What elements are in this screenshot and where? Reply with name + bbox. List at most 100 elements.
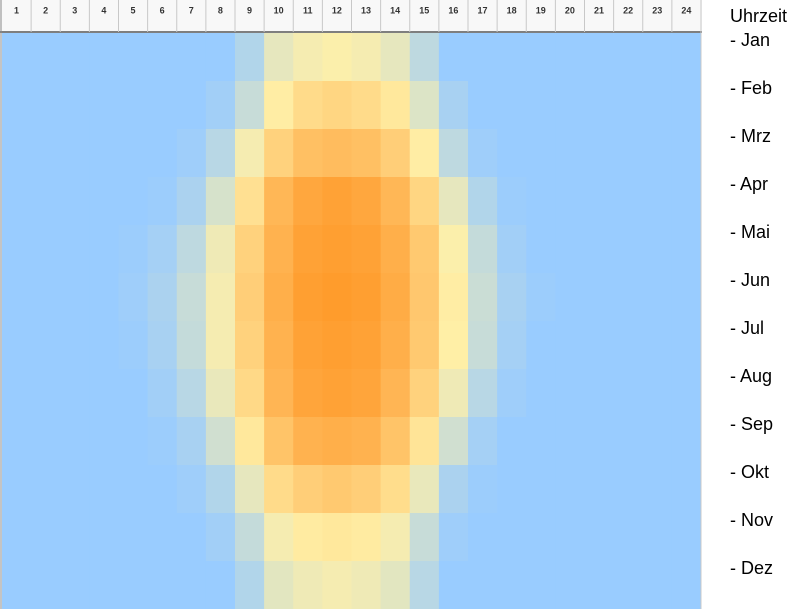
column-header: 15 (419, 5, 429, 15)
heat-cell (2, 81, 32, 130)
heat-cell (438, 273, 469, 322)
heat-cell (468, 273, 498, 322)
heat-cell (438, 81, 469, 130)
heat-cell (31, 81, 61, 130)
heat-cell (2, 225, 32, 274)
heat-cell (584, 561, 615, 609)
heat-cell (176, 273, 207, 322)
heat-cell (642, 465, 673, 514)
heat-cell (526, 465, 556, 514)
heat-cell (31, 273, 61, 322)
heat-cell (497, 33, 527, 82)
heat-cell (613, 417, 644, 466)
heat-cell (497, 465, 527, 514)
heat-cell (293, 465, 323, 514)
heat-cell (671, 561, 702, 609)
column-header: 3 (72, 5, 77, 15)
heat-cell (89, 417, 119, 466)
heat-cell (497, 273, 527, 322)
heat-cell (264, 273, 294, 322)
heat-cell (468, 513, 498, 562)
heat-cell (89, 33, 119, 82)
heat-cell (89, 81, 119, 130)
heat-cell (235, 561, 265, 609)
heat-cell (380, 129, 411, 178)
heat-cell (468, 129, 498, 178)
heat-cell (322, 369, 352, 418)
heat-cell (671, 81, 702, 130)
heat-cell (526, 273, 556, 322)
heat-cell (118, 225, 149, 274)
heat-cell (613, 273, 644, 322)
heat-cell (380, 321, 411, 370)
heat-cell (468, 465, 498, 514)
heat-cell (671, 369, 702, 418)
heat-cell (264, 513, 294, 562)
heat-cell (642, 369, 673, 418)
heat-cell (555, 321, 585, 370)
heat-cell (380, 177, 411, 226)
heat-cell (555, 177, 585, 226)
month-label: - Apr (730, 174, 768, 194)
heat-cell (147, 273, 178, 322)
heat-cell (205, 369, 236, 418)
column-header: 23 (652, 5, 662, 15)
heat-cell (409, 369, 440, 418)
heat-cell (584, 513, 615, 562)
heat-cell (2, 177, 32, 226)
heat-cell (438, 561, 469, 609)
heat-cell (351, 129, 382, 178)
heat-cell (205, 321, 236, 370)
heat-cell (264, 465, 294, 514)
heat-cell (2, 465, 32, 514)
heat-cell (468, 177, 498, 226)
heat-cell (497, 417, 527, 466)
heat-cell (497, 561, 527, 609)
heat-cell (613, 177, 644, 226)
heat-cell (584, 369, 615, 418)
heat-cell (497, 177, 527, 226)
heat-cell (555, 129, 585, 178)
heat-cell (671, 465, 702, 514)
heat-cell (409, 225, 440, 274)
heat-cell (671, 513, 702, 562)
heat-cell (31, 129, 61, 178)
heat-cell (409, 417, 440, 466)
heat-cell (613, 465, 644, 514)
heat-cell (235, 225, 265, 274)
heat-cell (205, 177, 236, 226)
heat-cell (584, 417, 615, 466)
heat-cell (613, 225, 644, 274)
heat-cell (205, 513, 236, 562)
heat-cell (235, 129, 265, 178)
heat-cell (438, 33, 469, 82)
heat-cell (205, 129, 236, 178)
heat-cell (147, 369, 178, 418)
heat-cell (322, 513, 352, 562)
heat-cell (380, 81, 411, 130)
heat-cell (671, 225, 702, 274)
heat-cell (205, 465, 236, 514)
heat-cell (438, 129, 469, 178)
heat-cell (147, 81, 178, 130)
heat-cell (31, 465, 61, 514)
heat-cell (176, 369, 207, 418)
heat-cell (613, 321, 644, 370)
heat-cell (380, 225, 411, 274)
heat-cell (205, 81, 236, 130)
heat-cell (31, 33, 61, 82)
heat-cell (613, 81, 644, 130)
heat-cell (60, 561, 90, 609)
heat-cell (380, 465, 411, 514)
heat-cell (409, 129, 440, 178)
heat-cell (118, 129, 149, 178)
heat-cell (526, 177, 556, 226)
heat-cell (613, 129, 644, 178)
heat-cell (60, 513, 90, 562)
heat-cell (235, 177, 265, 226)
heat-cell (584, 273, 615, 322)
heat-cell (526, 33, 556, 82)
heat-cell (642, 81, 673, 130)
heat-cell (468, 81, 498, 130)
